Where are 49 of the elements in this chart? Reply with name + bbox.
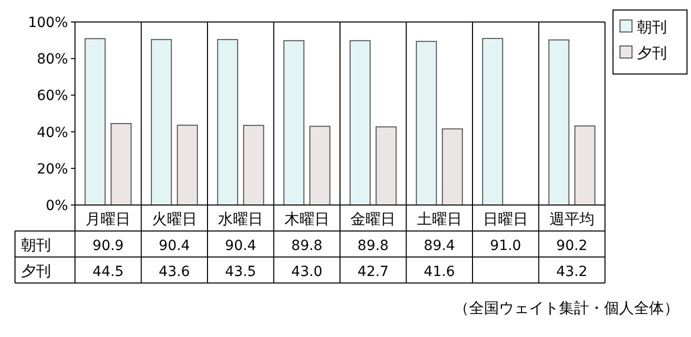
data-label: 43.5 (225, 264, 256, 280)
bar (482, 38, 504, 206)
x-tick-label: 木曜日 (284, 210, 330, 228)
text: （全国ウェイト集計・個人全体） (454, 299, 679, 317)
y-tick-label: 40% (36, 124, 68, 141)
data-label: 43.2 (556, 264, 588, 280)
legend-label: 夕刊 (637, 44, 667, 62)
bar (350, 40, 371, 206)
x-tick-label: 日曜日 (483, 210, 528, 228)
y-tick-label: 0% (46, 198, 68, 214)
data-label: 43.6 (158, 264, 190, 280)
data-label: 89.8 (291, 238, 322, 254)
data-label: 90.9 (92, 238, 124, 254)
x-tick-label: 土曜日 (416, 210, 462, 228)
data-label: 90.4 (158, 238, 190, 254)
data-label: 41.6 (424, 264, 456, 280)
bar (574, 125, 596, 206)
bar (416, 40, 437, 206)
data-label: 89.8 (358, 238, 389, 254)
data-label: 42.7 (358, 264, 389, 280)
bar (309, 126, 330, 206)
x-tick-label: 水曜日 (218, 210, 264, 228)
data-label: 90.4 (225, 238, 256, 254)
y-tick-label: 100% (28, 15, 68, 31)
bar (217, 39, 238, 206)
bar (548, 39, 570, 206)
text: 朝刊 (21, 236, 51, 254)
data-label: 89.4 (424, 238, 456, 254)
bar (84, 38, 106, 206)
data-label: 43.0 (291, 264, 322, 280)
text: 夕刊 (21, 262, 51, 280)
data-label: 44.5 (92, 264, 124, 280)
bar (376, 126, 397, 206)
bar (442, 128, 463, 206)
data-label: 91.0 (490, 238, 522, 254)
y-tick-label: 20% (36, 161, 68, 178)
bar (243, 124, 264, 206)
bar (150, 39, 172, 206)
x-tick-label: 週平均 (549, 210, 594, 228)
legend-label: 朝刊 (637, 18, 667, 36)
bar (110, 123, 132, 206)
x-tick-label: 火曜日 (152, 210, 197, 228)
data-label: 90.2 (556, 238, 588, 254)
bar (283, 40, 304, 206)
x-tick-label: 月曜日 (86, 210, 131, 228)
y-tick-label: 80% (36, 52, 68, 68)
y-tick-label: 60% (36, 88, 68, 104)
bar (176, 124, 198, 206)
x-tick-label: 金曜日 (350, 210, 396, 228)
